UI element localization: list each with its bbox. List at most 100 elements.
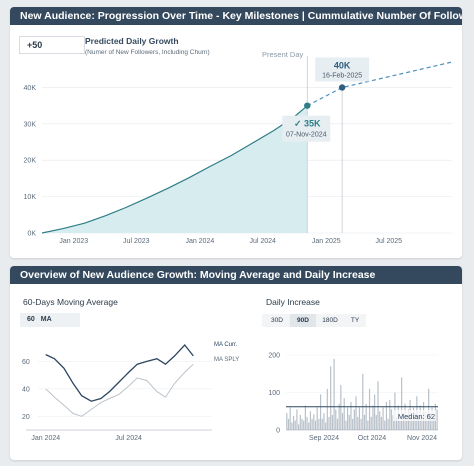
daily-bar xyxy=(368,388,371,431)
daily-bar xyxy=(429,413,431,430)
panel-title: New Audience: Progression Over Time - Ke… xyxy=(10,7,462,25)
x-tick-label: Jul 2023 xyxy=(123,238,150,245)
y-tick-label: 200 xyxy=(268,353,280,360)
cumulative-followers-chart: 0K 10K 20K 30K 40K Jan 2023 Jul 2023 Jan 2024 Ju… xyxy=(24,50,453,245)
daily-bar xyxy=(294,420,296,430)
range-button-30d[interactable]: 30D xyxy=(271,317,283,324)
milestone-dot-future xyxy=(338,84,346,91)
milestone-value-future: 40K xyxy=(334,60,351,70)
median-label: Median: 62 xyxy=(398,412,435,421)
present-day-label: Present Day xyxy=(262,50,304,59)
daily-bar xyxy=(382,407,384,430)
daily-bar xyxy=(357,416,359,430)
daily-bar xyxy=(287,418,290,431)
daily-bar xyxy=(436,409,438,430)
panel-title: Overview of New Audience Growth: Moving … xyxy=(10,266,462,284)
daily-bar xyxy=(370,416,372,430)
x-tick-label: Jan 2023 xyxy=(59,238,88,245)
daily-bar xyxy=(335,409,337,430)
daily-bar xyxy=(352,418,354,431)
daily-bar xyxy=(406,416,408,430)
daily-bar xyxy=(340,385,342,430)
daily-bar xyxy=(392,415,394,430)
daily-bar xyxy=(298,424,300,430)
daily-bar xyxy=(348,415,350,430)
daily-bar xyxy=(395,416,398,430)
daily-bar xyxy=(399,420,401,430)
daily-bar xyxy=(318,418,320,431)
y-tick-label: 20 xyxy=(22,414,30,421)
daily-bar xyxy=(296,409,298,430)
x-tick-label: Jul 2025 xyxy=(376,238,403,245)
daily-increase-title: Daily Increase xyxy=(266,297,320,307)
daily-bar xyxy=(323,413,325,430)
daily-bar xyxy=(380,416,382,430)
daily-bar xyxy=(385,401,388,430)
x-tick-label: Oct 2024 xyxy=(358,435,387,442)
daily-bar xyxy=(331,415,333,430)
daily-bar xyxy=(374,394,376,430)
daily-bar xyxy=(390,409,393,430)
range-button-ty[interactable]: TY xyxy=(350,317,360,324)
daily-bar xyxy=(321,418,323,431)
daily-bar xyxy=(401,377,403,430)
ma-period-selector[interactable]: 60 MA xyxy=(20,313,80,327)
ma-sply-legend: MA SPLY xyxy=(214,357,239,363)
daily-bar xyxy=(338,403,340,431)
daily-bar xyxy=(308,422,310,430)
followers-line xyxy=(41,105,308,234)
daily-bar xyxy=(428,388,430,431)
daily-bar xyxy=(328,416,330,430)
growth-badge: +50 xyxy=(19,36,85,54)
daily-bar xyxy=(313,414,315,431)
daily-bar xyxy=(411,418,413,431)
daily-bar xyxy=(306,416,308,430)
range-button-90d[interactable]: 90D xyxy=(290,314,316,327)
x-tick-label: Jan 2024 xyxy=(31,435,60,442)
legend-title: Predicted Daily Growth xyxy=(85,36,179,46)
y-tick-label: 30K xyxy=(24,121,37,128)
daily-bar xyxy=(316,407,318,430)
daily-increase-chart: 0 100 200 Median: 62 Sep 2024 Oct 2024 Nov 202… xyxy=(268,353,438,442)
daily-bar xyxy=(421,416,423,430)
daily-bar xyxy=(333,358,335,431)
x-tick-label: Jul 2024 xyxy=(115,435,142,442)
daily-bar xyxy=(326,388,328,431)
milestone-box-future xyxy=(315,57,370,82)
daily-bar xyxy=(303,420,305,430)
daily-bar xyxy=(299,415,301,430)
range-button-180d[interactable]: 180D xyxy=(322,317,338,324)
median-label-bg xyxy=(393,410,436,421)
x-tick-label: Jan 2025 xyxy=(312,238,341,245)
daily-bar xyxy=(377,381,379,431)
legend-subtitle: (Numer of New Followers, Including Churn… xyxy=(85,49,210,56)
daily-bar xyxy=(363,415,366,430)
milestone-date-future: 16-Feb-2025 xyxy=(322,72,362,79)
x-tick-label: Jul 2024 xyxy=(249,238,276,245)
y-tick-label: 0 xyxy=(276,428,280,435)
daily-bar xyxy=(341,413,344,430)
daily-bar xyxy=(345,420,347,430)
daily-bar xyxy=(360,418,362,431)
daily-bar xyxy=(286,413,288,430)
daily-bar xyxy=(336,418,339,431)
milestone-date-current: 07-Nov-2024 xyxy=(286,132,327,139)
daily-bar xyxy=(319,394,322,430)
daily-bar xyxy=(350,401,352,430)
moving-average-title: 60-Days Moving Average xyxy=(23,297,118,307)
daily-bar xyxy=(433,418,435,431)
daily-bar xyxy=(353,409,355,430)
daily-bar xyxy=(372,405,374,430)
y-tick-label: 0K xyxy=(27,231,36,238)
daily-bar xyxy=(375,415,377,430)
daily-bar xyxy=(414,413,416,430)
daily-bar xyxy=(417,415,420,430)
daily-bar xyxy=(330,366,332,431)
daily-bar xyxy=(343,398,345,430)
daily-bar xyxy=(362,373,364,431)
daily-bar xyxy=(314,420,317,430)
x-tick-label: Jan 2024 xyxy=(185,238,214,245)
daily-bar xyxy=(325,422,327,430)
daily-bar xyxy=(355,396,357,431)
ma-period-label: MA xyxy=(40,316,52,323)
